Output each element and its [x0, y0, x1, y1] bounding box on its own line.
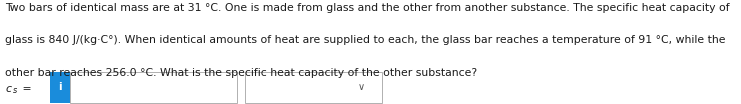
FancyBboxPatch shape [245, 72, 382, 103]
Text: =: = [19, 84, 32, 94]
Text: i: i [59, 82, 62, 92]
Text: other bar reaches 256.0 °C. What is the specific heat capacity of the other subs: other bar reaches 256.0 °C. What is the … [5, 68, 477, 78]
Text: c: c [5, 84, 11, 94]
FancyBboxPatch shape [70, 72, 237, 103]
Text: s: s [13, 86, 18, 95]
Text: glass is 840 J/(kg·C°). When identical amounts of heat are supplied to each, the: glass is 840 J/(kg·C°). When identical a… [5, 35, 725, 45]
Text: ∨: ∨ [357, 82, 365, 92]
Text: Two bars of identical mass are at 31 °C. One is made from glass and the other fr: Two bars of identical mass are at 31 °C.… [5, 3, 730, 13]
FancyBboxPatch shape [50, 72, 70, 103]
